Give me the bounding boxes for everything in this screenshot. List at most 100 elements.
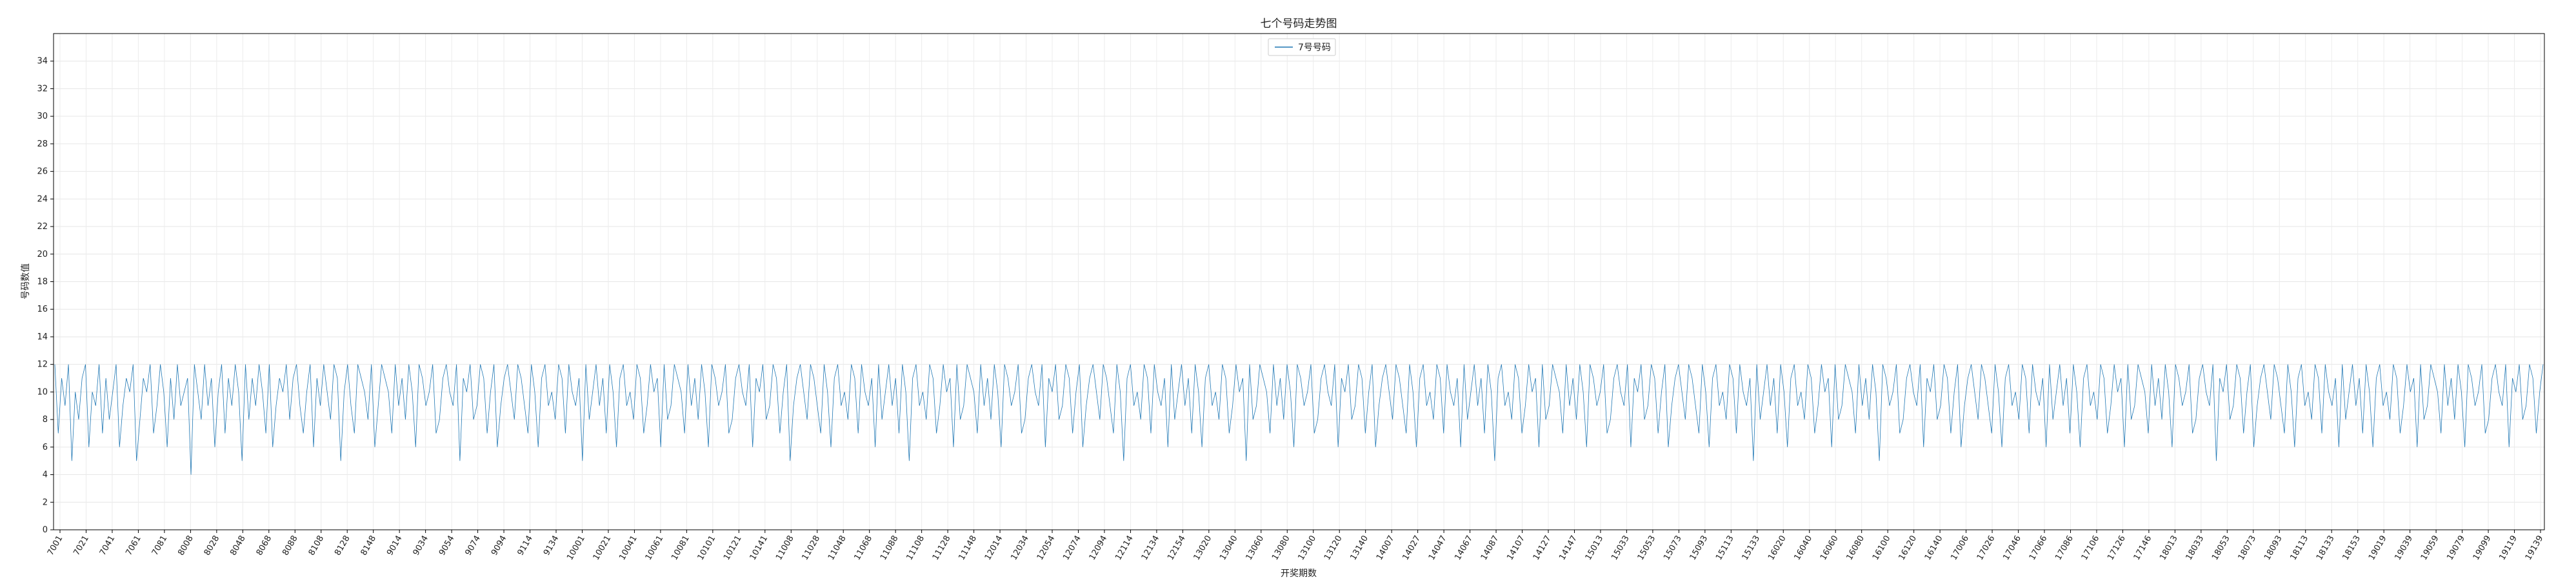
y-tick-label: 18 bbox=[37, 277, 48, 287]
x-tick-label: 7001 bbox=[46, 534, 65, 558]
x-tick-label: 19119 bbox=[2497, 534, 2519, 562]
x-tick-label: 18073 bbox=[2237, 534, 2259, 562]
x-tick-label: 19059 bbox=[2419, 534, 2441, 562]
x-tick-label: 7061 bbox=[124, 534, 143, 558]
y-tick-label: 16 bbox=[37, 305, 48, 314]
x-tick-label: 14047 bbox=[1427, 534, 1449, 562]
x-tick-label: 8028 bbox=[203, 534, 222, 558]
x-tick-label: 14027 bbox=[1401, 534, 1423, 562]
x-tick-label: 17046 bbox=[2001, 534, 2023, 562]
x-tick-label: 7021 bbox=[72, 534, 91, 558]
x-tick-label: 9054 bbox=[437, 534, 457, 558]
x-tick-label: 17026 bbox=[1975, 534, 1997, 562]
x-tick-label: 9074 bbox=[464, 534, 483, 558]
x-axis-title: 开奖期数 bbox=[1281, 568, 1317, 579]
x-tick-label: 19019 bbox=[2367, 534, 2389, 562]
y-tick-label: 4 bbox=[43, 470, 48, 480]
x-tick-label: 11068 bbox=[852, 534, 874, 562]
x-tick-label: 10061 bbox=[644, 534, 666, 562]
x-axis: 7001 7021 7041 7061 7081 8008 8028 8048 8068 8088… bbox=[46, 530, 2546, 562]
legend-label: 7号号码 bbox=[1298, 43, 1331, 53]
x-tick-label: 10121 bbox=[722, 534, 744, 562]
x-tick-label: 19099 bbox=[2471, 534, 2493, 562]
x-tick-label: 8088 bbox=[281, 534, 300, 558]
series-line-7 bbox=[54, 364, 2544, 475]
legend: 7号号码 bbox=[1268, 38, 1336, 56]
x-tick-label: 11028 bbox=[801, 534, 823, 562]
x-tick-label: 9034 bbox=[412, 534, 431, 558]
x-tick-label: 12034 bbox=[1009, 534, 1031, 562]
x-tick-label: 14007 bbox=[1375, 534, 1397, 562]
x-tick-label: 11128 bbox=[931, 534, 953, 562]
x-tick-label: 13140 bbox=[1348, 534, 1370, 562]
x-tick-label: 12134 bbox=[1140, 534, 1162, 562]
y-tick-label: 14 bbox=[37, 332, 48, 342]
x-tick-label: 19139 bbox=[2524, 534, 2546, 562]
x-tick-label: 14107 bbox=[1505, 534, 1527, 562]
x-tick-label: 7081 bbox=[150, 534, 170, 558]
x-tick-label: 13120 bbox=[1323, 534, 1344, 562]
y-tick-label: 22 bbox=[37, 222, 48, 232]
x-tick-label: 16080 bbox=[1844, 534, 1866, 562]
y-tick-label: 26 bbox=[37, 167, 48, 177]
y-tick-label: 32 bbox=[37, 84, 48, 94]
x-tick-label: 10001 bbox=[565, 534, 587, 562]
x-tick-label: 13060 bbox=[1244, 534, 1266, 562]
x-tick-label: 10041 bbox=[617, 534, 639, 562]
x-tick-label: 12154 bbox=[1166, 534, 1188, 562]
x-tick-label: 12114 bbox=[1113, 534, 1135, 562]
x-tick-label: 15013 bbox=[1584, 534, 1606, 562]
y-axis-title: 号码数值 bbox=[21, 263, 31, 299]
x-tick-label: 11048 bbox=[826, 534, 848, 562]
x-tick-label: 17066 bbox=[2028, 534, 2050, 562]
x-tick-label: 10101 bbox=[696, 534, 718, 562]
x-tick-label: 16040 bbox=[1793, 534, 1815, 562]
legend-box bbox=[1268, 38, 1336, 56]
x-tick-label: 18153 bbox=[2341, 534, 2362, 562]
x-tick-label: 11148 bbox=[957, 534, 979, 562]
y-tick-label: 8 bbox=[43, 415, 48, 425]
y-tick-label: 28 bbox=[37, 139, 48, 149]
x-tick-label: 15033 bbox=[1610, 534, 1632, 562]
x-tick-label: 14067 bbox=[1453, 534, 1475, 562]
x-tick-label: 17146 bbox=[2132, 534, 2154, 562]
x-tick-label: 19039 bbox=[2393, 534, 2415, 562]
x-tick-label: 12014 bbox=[983, 534, 1005, 562]
x-tick-label: 17106 bbox=[2080, 534, 2102, 562]
x-tick-label: 18013 bbox=[2158, 534, 2180, 562]
x-tick-label: 17006 bbox=[1949, 534, 1971, 562]
x-tick-label: 11008 bbox=[774, 534, 796, 562]
y-tick-label: 24 bbox=[37, 194, 48, 204]
x-tick-label: 16060 bbox=[1819, 534, 1841, 562]
x-tick-label: 16140 bbox=[1923, 534, 1945, 562]
y-tick-label: 2 bbox=[43, 498, 48, 507]
x-tick-label: 15133 bbox=[1741, 534, 1762, 562]
x-tick-label: 19079 bbox=[2445, 534, 2467, 562]
x-tick-label: 15093 bbox=[1688, 534, 1710, 562]
x-tick-label: 13040 bbox=[1218, 534, 1240, 562]
x-tick-label: 10081 bbox=[670, 534, 692, 562]
x-tick-label: 14147 bbox=[1557, 534, 1579, 562]
x-tick-label: 14127 bbox=[1532, 534, 1553, 562]
x-tick-label: 9094 bbox=[490, 534, 509, 558]
x-tick-label: 16020 bbox=[1766, 534, 1788, 562]
x-tick-label: 17086 bbox=[2053, 534, 2075, 562]
x-tick-label: 18053 bbox=[2210, 534, 2232, 562]
x-tick-label: 12054 bbox=[1035, 534, 1057, 562]
x-tick-label: 8128 bbox=[333, 534, 352, 558]
x-tick-label: 9114 bbox=[515, 534, 535, 558]
x-tick-label: 10021 bbox=[592, 534, 614, 562]
x-tick-label: 15113 bbox=[1714, 534, 1736, 562]
x-tick-label: 18133 bbox=[2315, 534, 2337, 562]
x-tick-label: 17126 bbox=[2106, 534, 2128, 562]
x-tick-label: 9134 bbox=[542, 534, 561, 558]
x-tick-label: 12094 bbox=[1088, 534, 1110, 562]
x-tick-label: 8068 bbox=[255, 534, 274, 558]
x-tick-label: 18113 bbox=[2289, 534, 2311, 562]
x-tick-label: 14087 bbox=[1479, 534, 1501, 562]
x-tick-label: 13020 bbox=[1192, 534, 1214, 562]
x-tick-label: 16120 bbox=[1897, 534, 1919, 562]
y-tick-label: 10 bbox=[37, 387, 48, 397]
